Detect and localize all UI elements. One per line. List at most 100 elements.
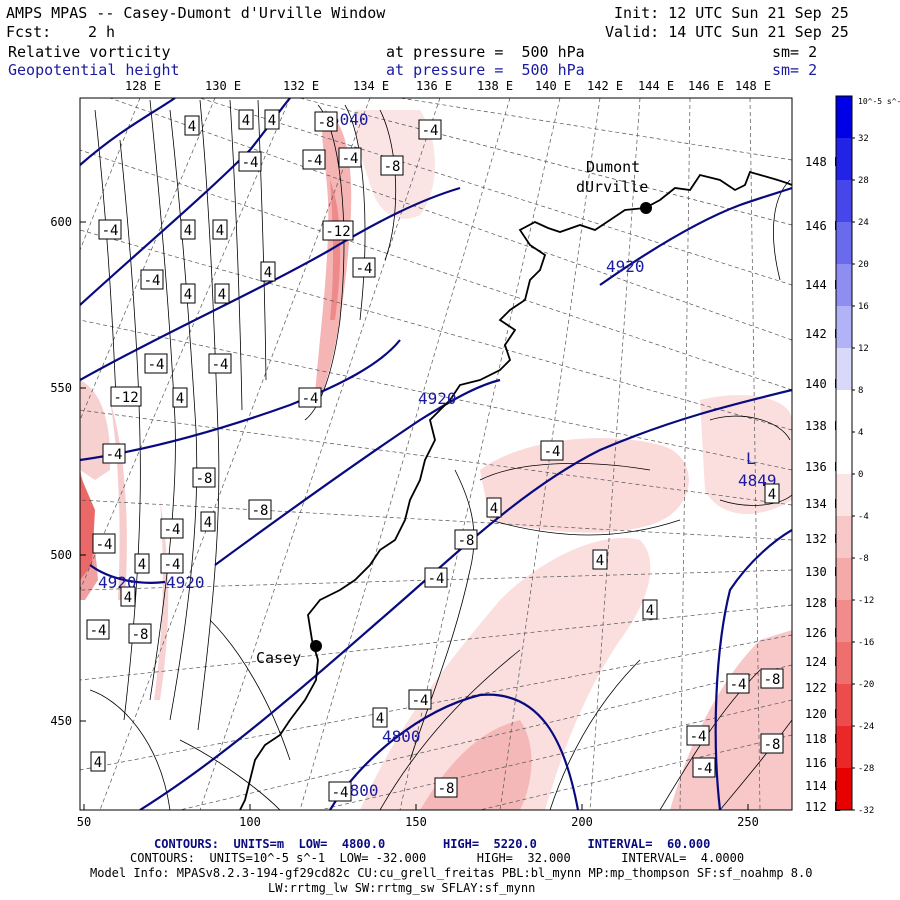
vorticity-label-text: -4 <box>428 571 445 587</box>
footer-height-contours: CONTOURS: UNITS=m LOW= 4800.0 HIGH= 5220… <box>154 837 711 851</box>
vorticity-label: 4 <box>90 751 106 772</box>
right-lon-label: 120 E <box>805 707 841 721</box>
colorbar-swatch <box>836 432 852 474</box>
vorticity-label: -4 <box>424 567 448 588</box>
vorticity-label-text: -4 <box>332 785 349 801</box>
height-label: 4920 <box>606 257 645 276</box>
shade-west-streak1 <box>110 400 127 600</box>
footer-physics: LW:rrtmg_lw SW:rrtmg_sw SFLAY:sf_mynn <box>268 881 536 895</box>
vorticity-label: 4 <box>134 553 150 574</box>
vorticity-label: -4 <box>102 443 126 464</box>
colorbar-label: -20 <box>858 680 874 690</box>
height-line-4 <box>80 339 401 462</box>
footer-vorticity-contours: CONTOURS: UNITS=10^-5 s^-1 LOW= -32.000 … <box>130 851 745 865</box>
colorbar-label: -8 <box>858 554 869 564</box>
colorbar-swatch <box>836 180 852 222</box>
x-tick-label: 200 <box>571 815 593 829</box>
right-lon-label: 116 E <box>805 756 841 770</box>
field-vorticity: Relative vorticity <box>8 43 171 61</box>
colorbar-label: 20 <box>858 260 869 270</box>
height-label: 5040 <box>330 110 369 129</box>
colorbar-swatch <box>836 138 852 180</box>
vorticity-label-text: -4 <box>412 693 429 709</box>
vorticity-label-text: 4 <box>124 590 132 606</box>
vorticity-label-text: 4 <box>596 553 604 569</box>
vorticity-label: -8 <box>380 155 404 176</box>
vorticity-label: -4 <box>408 689 432 710</box>
vorticity-label: 4 <box>642 599 658 620</box>
colorbar-swatch <box>836 222 852 264</box>
right-lon-label: 140 E <box>805 377 841 391</box>
vorticity-label-text: -4 <box>96 537 113 553</box>
height-line-10 <box>89 564 166 584</box>
height-label: 4920 <box>166 573 205 592</box>
vorticity-label: 4 <box>260 261 276 282</box>
colorbar-label: 24 <box>858 218 869 228</box>
vorticity-label: 4 <box>764 483 780 504</box>
vorticity-label: -4 <box>298 387 322 408</box>
vorticity-label-text: -8 <box>764 672 781 688</box>
map-frame <box>79 97 793 811</box>
vorticity-label-text: -4 <box>106 447 123 463</box>
top-lon-label: 148 E <box>735 79 771 93</box>
top-lon-label: 128 E <box>125 79 161 93</box>
vorticity-label-text: -4 <box>422 123 439 139</box>
colorbar-swatch <box>836 600 852 642</box>
vorticity-label-text: -4 <box>242 155 259 171</box>
right-lon-label: 130 E <box>805 565 841 579</box>
colorbar-label: -32 <box>858 806 874 816</box>
colorbar: 32 28 24 20 16 12 8 4 0 -4 -8 -12 -16 -20 -24 -28 -32 <box>835 95 874 816</box>
colorbar-swatch <box>836 474 852 516</box>
vorticity-label: -8 <box>760 668 784 689</box>
vorticity-label-text: -8 <box>132 627 149 643</box>
right-lon-label: 134 E <box>805 497 841 511</box>
vorticity-label-text: 4 <box>218 287 226 303</box>
colorbar-label: -12 <box>858 596 874 606</box>
height-line-8 <box>329 693 580 810</box>
vorticity-label: -8 <box>128 623 152 644</box>
station-dumont-durville-marker <box>640 202 652 214</box>
right-lon-label: 138 E <box>805 419 841 433</box>
station-casey-marker <box>310 640 322 652</box>
colorbar-swatch <box>836 684 852 726</box>
fcst-value: 2 h <box>88 23 116 41</box>
vorticity-label-text: -4 <box>730 677 747 693</box>
right-lon-label: 142 E <box>805 327 841 341</box>
vorticity-label-text: 4 <box>490 501 498 517</box>
station-durville-label: dUrville <box>576 178 648 196</box>
colorbar-label: -16 <box>858 638 874 648</box>
field-geopotential: Geopotential height <box>8 61 180 79</box>
vorticity-label-text: -4 <box>148 357 165 373</box>
vorticity-label: -8 <box>454 529 478 550</box>
vorticity-label: -4 <box>338 147 362 168</box>
shade-west-core <box>80 475 95 580</box>
vorticity-label: -4 <box>692 757 716 778</box>
colorbar-label: 32 <box>858 134 869 144</box>
x-tick-label: 100 <box>239 815 261 829</box>
right-lon-label: 128 E <box>805 596 841 610</box>
vorticity-label: -12 <box>110 386 142 407</box>
colorbar-label: -28 <box>858 764 874 774</box>
right-lon-label: 148 E <box>805 155 841 169</box>
vorticity-label-text: -8 <box>196 471 213 487</box>
height-line-5 <box>214 378 501 566</box>
smoothing-geopotential: sm= 2 <box>772 61 818 79</box>
level-vorticity: at pressure = 500 hPa <box>386 43 585 61</box>
vorticity-label: 4 <box>200 511 216 532</box>
vorticity-label-text: -12 <box>113 390 138 406</box>
vorticity-label-text: -12 <box>325 224 350 240</box>
vorticity-label-text: -4 <box>90 623 107 639</box>
height-line-3 <box>80 186 461 381</box>
vorticity-label: -4 <box>686 725 710 746</box>
vorticity-label: -4 <box>86 619 110 640</box>
right-lon-label: 146 E <box>805 219 841 233</box>
right-lon-label: 124 E <box>805 655 841 669</box>
level-geopotential: at pressure = 500 hPa <box>386 61 585 79</box>
y-axis: 600 550 500 450 <box>50 215 86 728</box>
colorbar-label: 0 <box>858 470 863 480</box>
vorticity-label-text: -4 <box>690 729 707 745</box>
colorbar-swatch <box>836 558 852 600</box>
top-lon-label: 142 E <box>587 79 623 93</box>
vorticity-label-text: 4 <box>242 113 250 129</box>
